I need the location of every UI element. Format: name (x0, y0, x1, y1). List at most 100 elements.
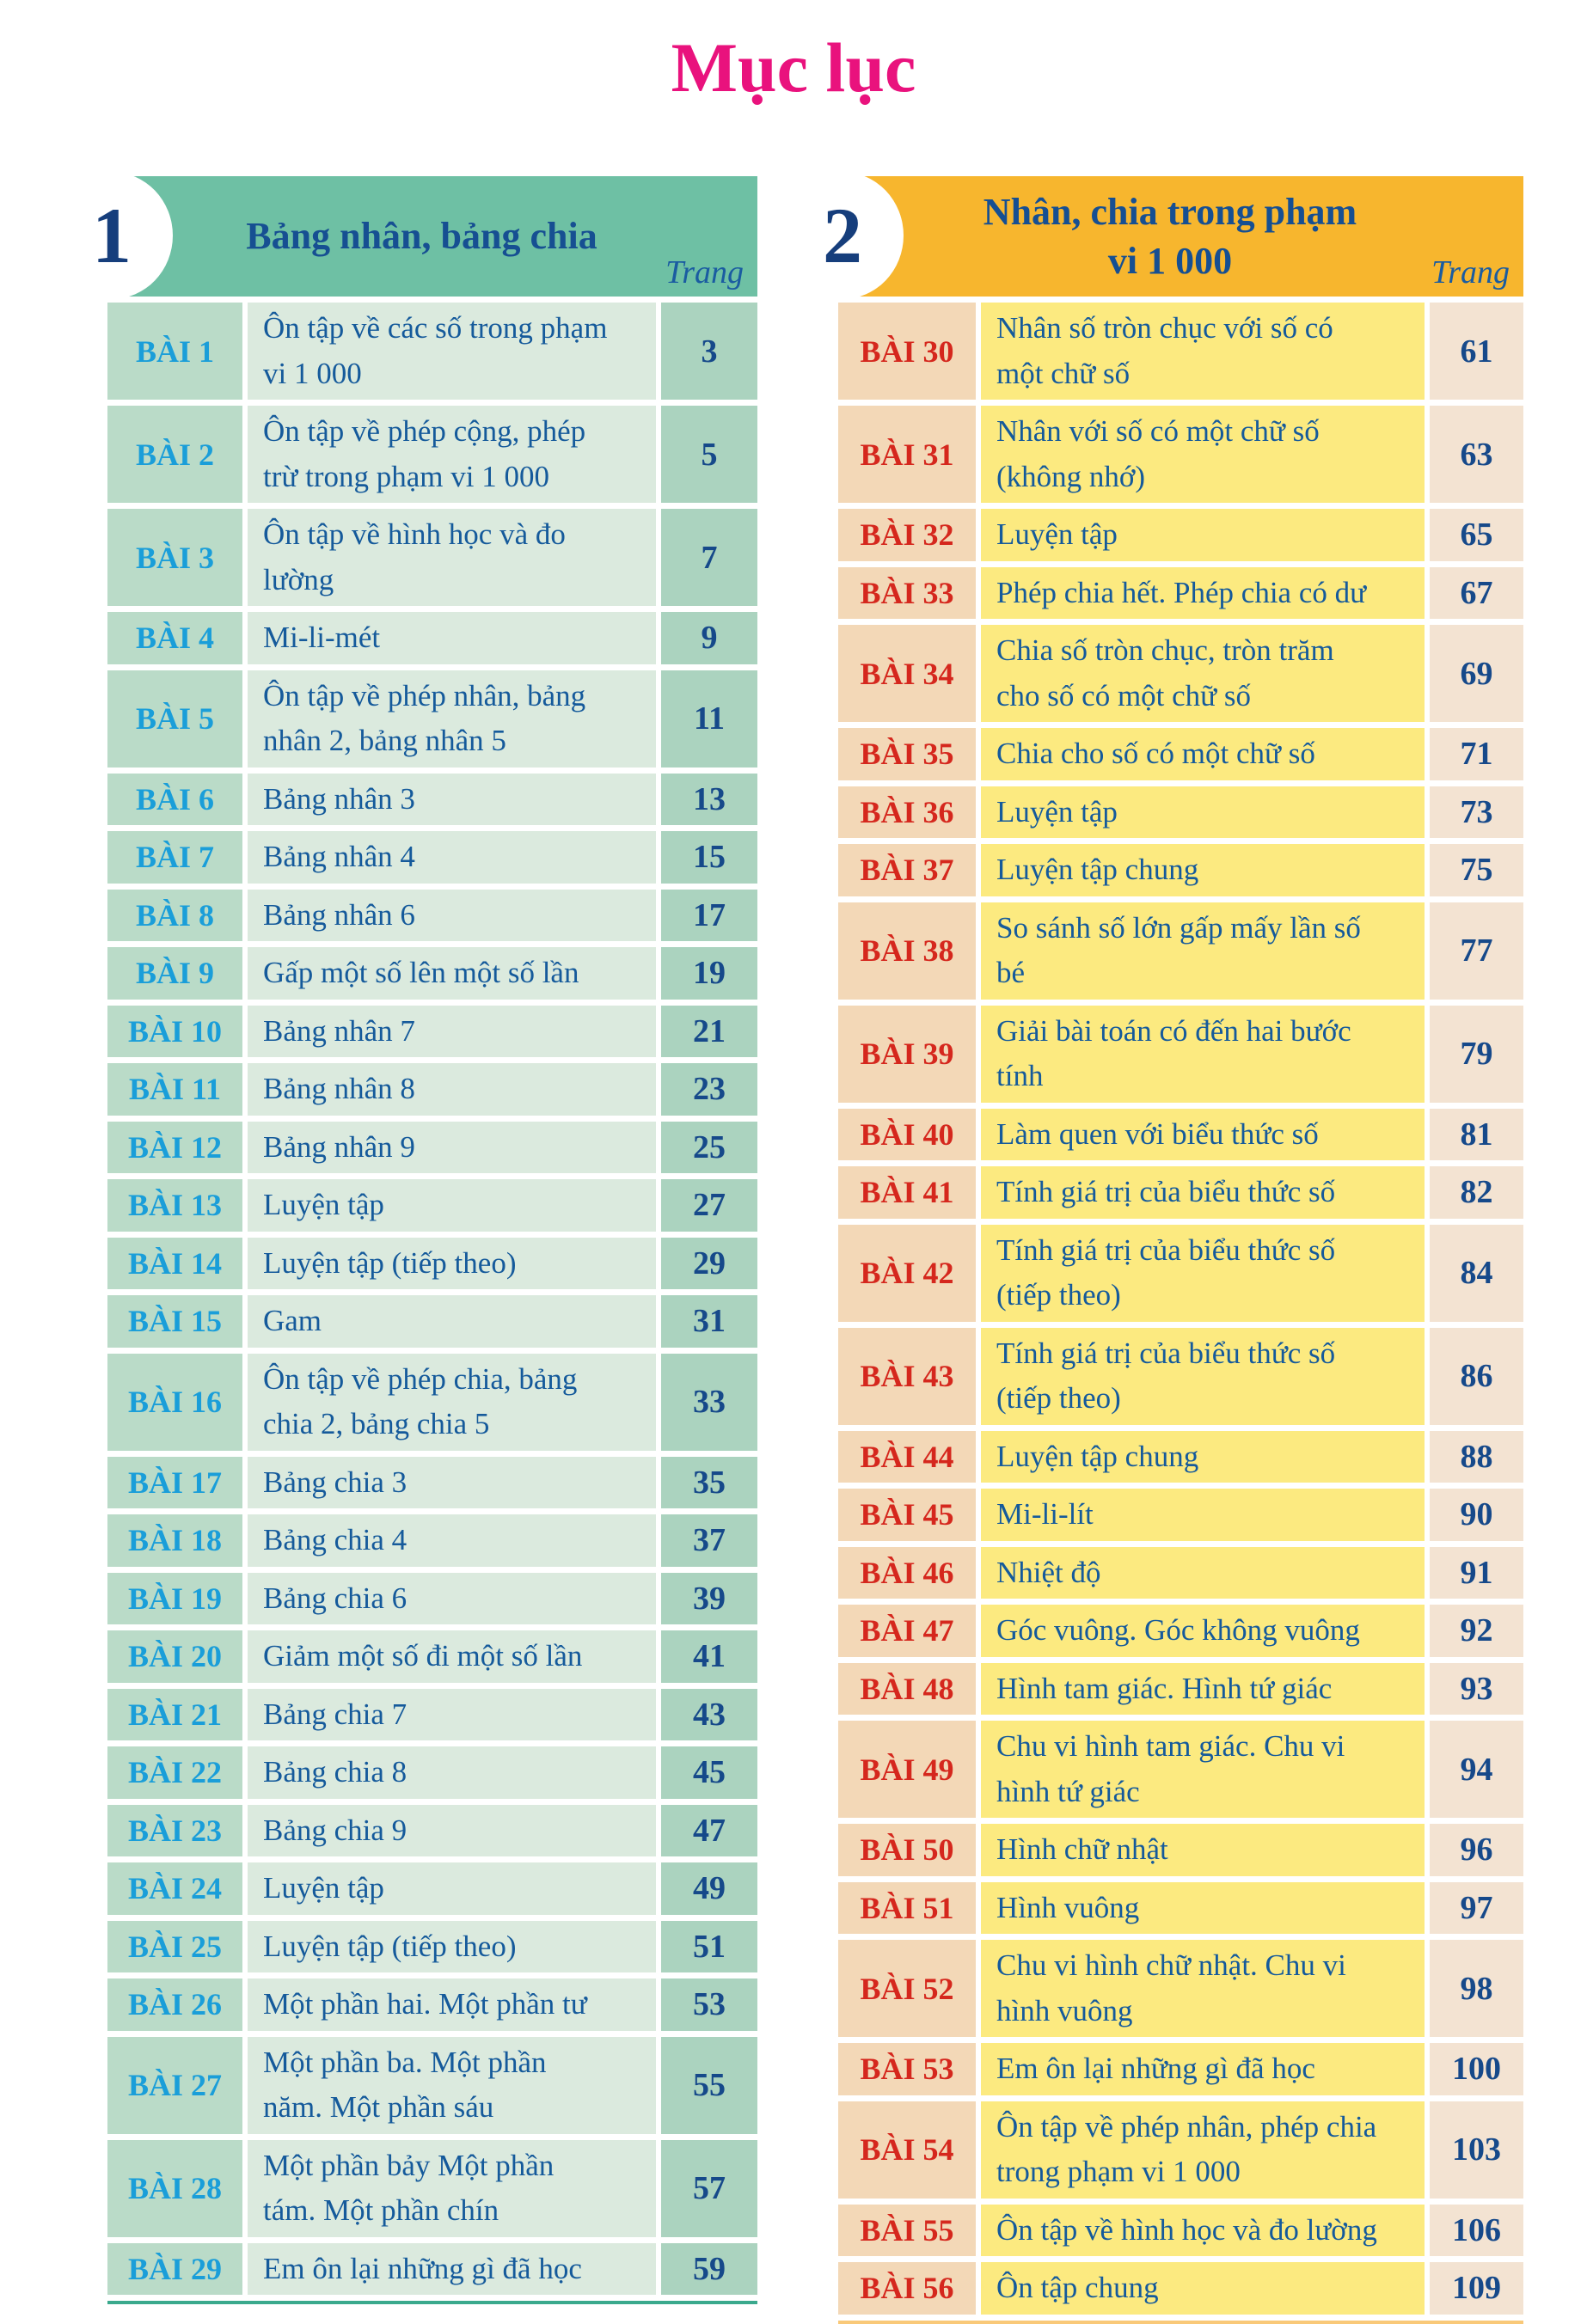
toc-row: BÀI 27 Một phần ba. Một phần năm. Một phầ… (107, 2036, 757, 2134)
toc-row: BÀI 38 So sánh số lớn gấp mấy lần số bé 77 (838, 902, 1523, 1000)
lesson-label: BÀI 55 (838, 2204, 976, 2256)
toc-row: BÀI 43 Tính giá trị của biểu thức số (tiế… (838, 1327, 1523, 1425)
page-number: 77 (1430, 902, 1523, 1000)
chapter-number-badge: 1 (51, 172, 173, 299)
toc-row: BÀI 44 Luyện tập chung 88 (838, 1430, 1523, 1483)
toc-row: BÀI 26 Một phần hai. Một phần tư 53 (107, 1978, 757, 2031)
toc-row: BÀI 56 Ôn tập chung 109 (838, 2262, 1523, 2315)
page-number: 51 (661, 1920, 757, 1972)
page-number: 35 (661, 1456, 757, 1508)
page-number: 97 (1430, 1881, 1523, 1934)
toc-row: BÀI 3 Ôn tập về hình học và đo lường 7 (107, 509, 757, 606)
page-number: 27 (661, 1179, 757, 1232)
toc-row: BÀI 6 Bảng nhân 3 13 (107, 773, 757, 825)
lesson-label: BÀI 22 (107, 1746, 242, 1799)
lesson-title: Bảng nhân 8 (248, 1063, 656, 1116)
lesson-label: BÀI 14 (107, 1237, 242, 1289)
page-number: 65 (1430, 509, 1523, 561)
page-number: 109 (1430, 2262, 1523, 2315)
lesson-title: Nhân số tròn chục với số có một chữ số (981, 303, 1425, 400)
lesson-title: Bảng nhân 7 (248, 1005, 656, 1057)
chapter-number: 1 (92, 192, 132, 279)
lesson-label: BÀI 31 (838, 406, 976, 503)
lesson-label: BÀI 40 (838, 1108, 976, 1160)
page-number: 73 (1430, 786, 1523, 838)
toc-row: BÀI 28 Một phần bảy Một phần tám. Một phầ… (107, 2139, 757, 2237)
lesson-title: Giải bài toán có đến hai bước tính (981, 1005, 1425, 1103)
toc-row: BÀI 46 Nhiệt độ 91 (838, 1546, 1523, 1599)
page-number: 90 (1430, 1489, 1523, 1541)
lesson-title: Ôn tập về phép nhân, bảng nhân 2, bảng n… (248, 670, 656, 768)
toc-tables: 1 Bảng nhân, bảng chia Trang BÀI 1 Ôn tập… (51, 172, 1523, 2324)
page-number: 93 (1430, 1662, 1523, 1715)
lesson-label: BÀI 18 (107, 1514, 242, 1567)
lesson-title: Tính giá trị của biểu thức số (tiếp theo… (981, 1224, 1425, 1322)
page-number: 25 (661, 1121, 757, 1173)
lesson-label: BÀI 48 (838, 1662, 976, 1715)
toc-row: BÀI 31 Nhân với số có một chữ số (không n… (838, 406, 1523, 503)
lesson-title: Ôn tập chung (981, 2262, 1425, 2315)
page-number: 45 (661, 1746, 757, 1799)
lesson-label: BÀI 56 (838, 2262, 976, 2315)
page-number: 39 (661, 1572, 757, 1624)
lesson-title: Gam (248, 1295, 656, 1348)
chapter-2-header: 2 Nhân, chia trong phạm vi 1 000 Trang (781, 172, 1523, 299)
lesson-label: BÀI 24 (107, 1862, 242, 1915)
lesson-title: Luyện tập chung (981, 844, 1425, 896)
toc-row: BÀI 15 Gam 31 (107, 1295, 757, 1348)
chapter-number: 2 (823, 192, 862, 279)
lesson-title: Góc vuông. Góc không vuông (981, 1605, 1425, 1657)
toc-row: BÀI 9 Gấp một số lên một số lần 19 (107, 947, 757, 1000)
toc-row: BÀI 39 Giải bài toán có đến hai bước tính… (838, 1005, 1523, 1103)
lesson-title: Nhiệt độ (981, 1546, 1425, 1599)
lesson-title: Hình vuông (981, 1881, 1425, 1934)
lesson-label: BÀI 12 (107, 1121, 242, 1173)
toc-chapter-1: 1 Bảng nhân, bảng chia Trang BÀI 1 Ôn tập… (51, 172, 757, 2324)
page-number: 11 (661, 670, 757, 768)
lesson-label: BÀI 49 (838, 1721, 976, 1818)
lesson-label: BÀI 47 (838, 1605, 976, 1657)
lesson-title: So sánh số lớn gấp mấy lần số bé (981, 902, 1425, 1000)
lesson-label: BÀI 16 (107, 1353, 242, 1451)
lesson-label: BÀI 6 (107, 773, 242, 825)
lesson-title: Bảng nhân 9 (248, 1121, 656, 1173)
lesson-label: BÀI 45 (838, 1489, 976, 1541)
page-number: 5 (661, 406, 757, 503)
toc-row: BÀI 13 Luyện tập 27 (107, 1179, 757, 1232)
chapter-1-header: 1 Bảng nhân, bảng chia Trang (51, 172, 757, 299)
lesson-label: BÀI 1 (107, 303, 242, 400)
lesson-title: Bảng chia 9 (248, 1804, 656, 1856)
lesson-label: BÀI 50 (838, 1824, 976, 1876)
toc-row: BÀI 17 Bảng chia 3 35 (107, 1456, 757, 1508)
lesson-title: Ôn tập về phép cộng, phép trừ trong phạm… (248, 406, 656, 503)
page-number: 69 (1430, 625, 1523, 722)
lesson-label: BÀI 28 (107, 2139, 242, 2237)
lesson-label: BÀI 11 (107, 1063, 242, 1116)
lesson-title: Hình tam giác. Hình tứ giác (981, 1662, 1425, 1715)
chapter-title: Bảng nhân, bảng chia (246, 215, 597, 258)
lesson-label: BÀI 36 (838, 786, 976, 838)
page-number: 92 (1430, 1605, 1523, 1657)
toc-row: BÀI 25 Luyện tập (tiếp theo) 51 (107, 1920, 757, 1972)
lesson-title: Hình chữ nhật (981, 1824, 1425, 1876)
lesson-label: BÀI 2 (107, 406, 242, 503)
toc-row: BÀI 21 Bảng chia 7 43 (107, 1688, 757, 1740)
toc-row: BÀI 50 Hình chữ nhật 96 (838, 1824, 1523, 1876)
lesson-title: Tính giá trị của biểu thức số (981, 1166, 1425, 1219)
lesson-label: BÀI 27 (107, 2036, 242, 2134)
toc-row: BÀI 41 Tính giá trị của biểu thức số 82 (838, 1166, 1523, 1219)
lesson-label: BÀI 20 (107, 1630, 242, 1683)
page-number: 21 (661, 1005, 757, 1057)
page-number: 82 (1430, 1166, 1523, 1219)
toc-row: BÀI 45 Mi-li-lít 90 (838, 1489, 1523, 1541)
toc-row: BÀI 4 Mi-li-mét 9 (107, 612, 757, 664)
toc-row: BÀI 20 Giảm một số đi một số lần 41 (107, 1630, 757, 1683)
page-number: 15 (661, 831, 757, 884)
page-number: 37 (661, 1514, 757, 1567)
page-number: 106 (1430, 2204, 1523, 2256)
lesson-label: BÀI 34 (838, 625, 976, 722)
lesson-title: Mi-li-lít (981, 1489, 1425, 1541)
toc-row: BÀI 18 Bảng chia 4 37 (107, 1514, 757, 1567)
page-number: 75 (1430, 844, 1523, 896)
lesson-title: Em ôn lại những gì đã học (248, 2242, 656, 2295)
